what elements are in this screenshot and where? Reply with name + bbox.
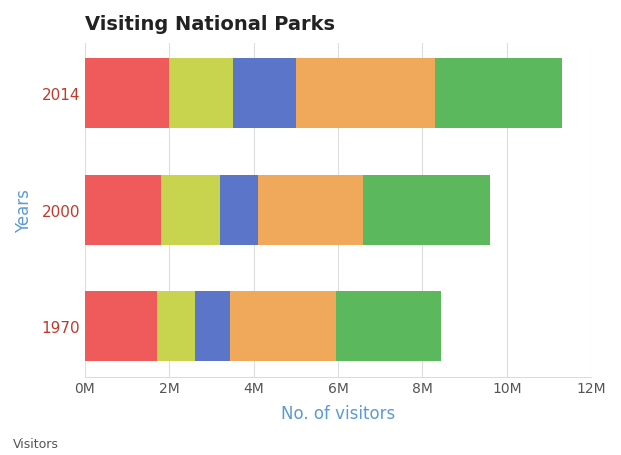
Text: Visitors: Visitors <box>12 437 58 450</box>
Bar <box>161 175 220 245</box>
Bar <box>169 59 232 129</box>
Text: Visiting National Parks: Visiting National Parks <box>85 15 335 34</box>
Bar <box>363 175 490 245</box>
Bar <box>156 292 194 362</box>
Bar <box>220 175 258 245</box>
Bar <box>230 292 336 362</box>
Bar <box>85 59 169 129</box>
Y-axis label: Years: Years <box>15 188 33 232</box>
Bar <box>336 292 442 362</box>
Bar <box>232 59 296 129</box>
X-axis label: No. of visitors: No. of visitors <box>281 404 395 422</box>
Bar <box>296 59 435 129</box>
Bar <box>435 59 561 129</box>
Bar <box>85 175 161 245</box>
Bar <box>194 292 230 362</box>
Bar <box>85 292 156 362</box>
Bar <box>258 175 363 245</box>
